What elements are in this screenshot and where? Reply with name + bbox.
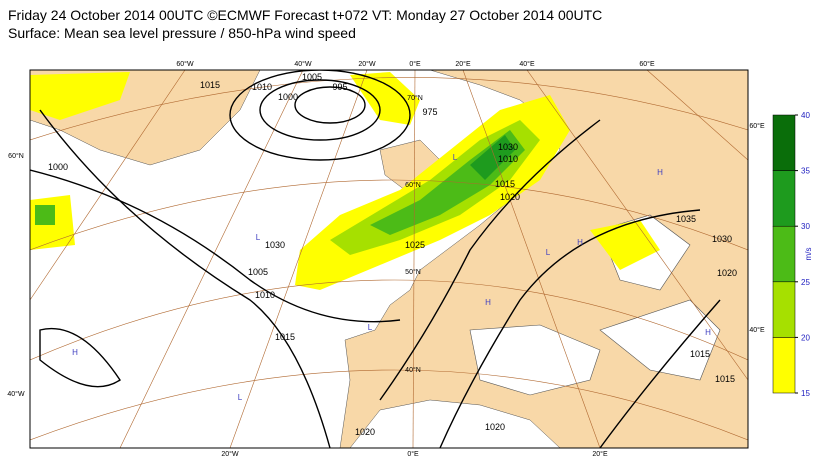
pressure-centre: H: [72, 348, 78, 357]
isobar-label: 1010: [255, 290, 275, 300]
colorbar-segment: [772, 170, 796, 227]
isobar-label: 1015: [275, 332, 295, 342]
isobar-label: 1020: [717, 268, 737, 278]
lat-label: 40°N: [405, 366, 421, 374]
isobar-label: 1005: [302, 72, 322, 82]
edge-label: 40°W: [294, 60, 312, 68]
isobar-label: 1000: [48, 162, 68, 172]
isobar-label: 1000: [278, 92, 298, 102]
map: [30, 70, 748, 448]
pressure-centre: L: [453, 153, 458, 162]
colorbar-segment: [772, 225, 796, 283]
edge-label: 20°E: [592, 450, 608, 458]
isobar-label: 1025: [405, 240, 425, 250]
isobar-label: 1030: [712, 234, 732, 244]
isobar-label: 1030: [498, 142, 518, 152]
map-frame: [29, 69, 749, 449]
lat-label: 50°N: [405, 268, 421, 276]
colorbar-segment: [772, 114, 796, 171]
isobar-label: 1020: [355, 427, 375, 437]
edge-label: 60°W: [176, 60, 194, 68]
colorbar-segment: [772, 281, 796, 338]
isobar-label: 1015: [200, 80, 220, 90]
edge-label: 20°W: [221, 450, 239, 458]
pressure-centre: L: [368, 323, 373, 332]
isobar-label: 1030: [265, 240, 285, 250]
isobar-label: 1005: [248, 267, 268, 277]
isobar-label: 1015: [715, 374, 735, 384]
edge-label: 40°E: [519, 60, 535, 68]
edge-label: 0°E: [407, 450, 419, 458]
isobar-label: 1020: [485, 422, 505, 432]
pressure-centre: L: [238, 393, 243, 402]
edge-label: 60°E: [749, 122, 765, 130]
lat-label: 70°N: [407, 94, 423, 102]
lat-label: 60°N: [405, 181, 421, 189]
pressure-centre: H: [577, 238, 583, 247]
isobar-label: 1035: [676, 214, 696, 224]
isobar-label: 1010: [252, 82, 272, 92]
subtitle: Surface: Mean sea level pressure / 850-h…: [8, 25, 356, 41]
edge-label: 20°E: [455, 60, 471, 68]
pressure-centre: L: [256, 233, 261, 242]
title: Friday 24 October 2014 00UTC ©ECMWF Fore…: [8, 7, 602, 23]
isobar-label: 995: [332, 82, 347, 92]
edge-label: 40°E: [749, 326, 765, 334]
pressure-centre: H: [485, 298, 491, 307]
colorbar-tick-label: 40: [801, 111, 810, 120]
pressure-centre: H: [657, 168, 663, 177]
edge-label: 40°W: [7, 390, 25, 398]
pressure-centre: H: [705, 328, 711, 337]
edge-label: 60°E: [639, 60, 655, 68]
isobar-label: 1015: [495, 179, 515, 189]
colorbar-tick-label: 20: [801, 333, 810, 342]
colorbar-unit: m/s: [804, 248, 813, 261]
isobar-label: 1015: [690, 349, 710, 359]
edge-label: 0°E: [409, 60, 421, 68]
isobar-label: 1020: [500, 192, 520, 202]
colorbar-tick-label: 25: [801, 278, 810, 287]
colorbar-tick-label: 35: [801, 167, 810, 176]
colorbar-segment: [772, 337, 796, 394]
isobar-label: 1010: [498, 154, 518, 164]
pressure-centre: L: [546, 248, 551, 257]
colorbar-tick-label: 30: [801, 222, 810, 231]
isobar-label: 975: [422, 107, 437, 117]
edge-label: 60°N: [8, 152, 24, 160]
edge-label: 20°W: [358, 60, 376, 68]
colorbar-tick-label: 15: [801, 389, 810, 398]
